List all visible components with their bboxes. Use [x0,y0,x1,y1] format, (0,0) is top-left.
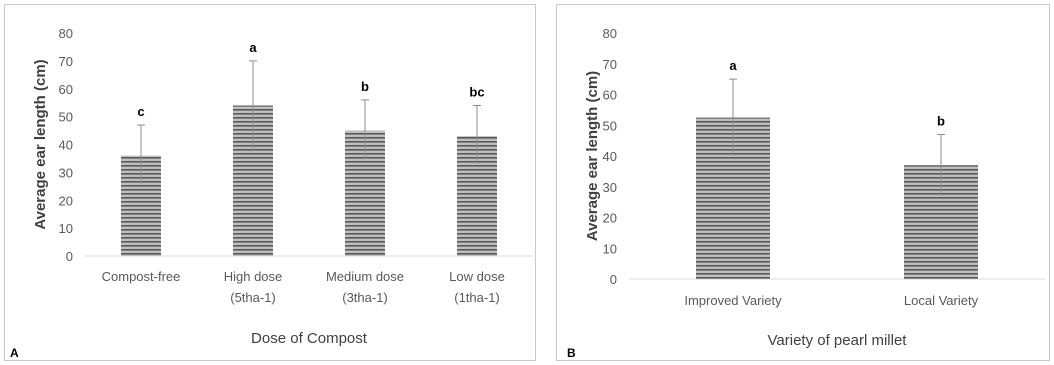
chart-b-svg: 0 10 20 30 40 50 60 70 80 a Improved Variety b Local… [567,26,1045,360]
y-tick-label: 80 [59,26,73,41]
y-tick-label: 20 [603,211,617,226]
x-tick-label: Improved Variety [684,293,782,308]
x-tick-label: (5tha-1) [230,290,276,305]
y-tick-label: 30 [59,165,73,180]
y-tick-label: 60 [603,88,617,103]
y-axis-title: Average ear length (cm) [32,59,49,229]
x-tick-label: (3tha-1) [342,290,388,305]
panel-label: A [10,346,19,360]
y-tick-label: 50 [59,110,73,125]
y-tick-label: 40 [59,138,73,153]
y-tick-label: 40 [603,149,617,164]
significance-label: a [249,40,257,55]
y-axis-title: Average ear length (cm) [584,71,601,241]
y-tick-label: 10 [59,221,73,236]
significance-label: b [937,113,945,128]
y-tick-label: 80 [603,26,617,41]
y-tick-label: 50 [603,118,617,133]
x-tick-label: High dose [224,269,283,284]
x-axis-title: Dose of Compost [251,330,368,347]
y-tick-label: 70 [59,54,73,69]
y-tick-label: 10 [603,241,617,256]
significance-label: bc [469,84,484,99]
y-tick-label: 20 [59,193,73,208]
x-axis-title: Variety of pearl millet [768,332,908,349]
y-tick-label: 0 [66,249,73,264]
chart-panel-b: 0 10 20 30 40 50 60 70 80 a Improved Variety b Local… [556,4,1050,361]
significance-label: c [137,104,144,119]
chart-panel-a: 0 10 20 30 40 50 60 70 80 c Compost-free a High dose… [4,4,536,361]
x-tick-label: (1tha-1) [454,290,500,305]
x-tick-label: Compost-free [102,269,181,284]
y-tick-label: 60 [59,82,73,97]
chart-a-svg: 0 10 20 30 40 50 60 70 80 c Compost-free a High dose… [10,26,533,360]
y-tick-label: 30 [603,180,617,195]
x-tick-label: Local Variety [904,293,979,308]
x-tick-label: Medium dose [326,269,404,284]
y-tick-label: 0 [610,272,617,287]
significance-label: a [729,58,737,73]
x-tick-label: Low dose [449,269,505,284]
significance-label: b [361,79,369,94]
panel-label: B [567,346,576,360]
y-tick-label: 70 [603,57,617,72]
